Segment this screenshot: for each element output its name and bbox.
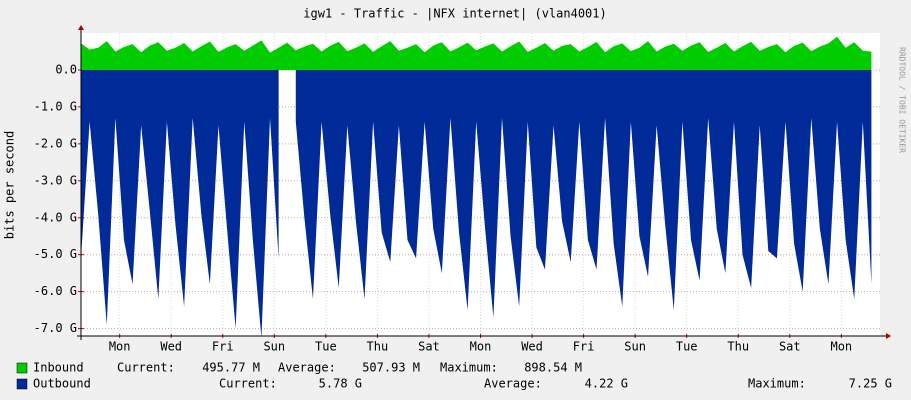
x-tick-label: Thu: [727, 340, 749, 354]
y-tick-label: -7.0 G: [34, 321, 77, 335]
x-tick-label: Tue: [315, 340, 337, 354]
x-tick-label: Wed: [521, 340, 543, 354]
x-tick-label: Sun: [263, 340, 285, 354]
area: [81, 36, 872, 70]
y-tick-label: 0.0: [55, 62, 77, 76]
x-tick-label: Thu: [367, 340, 389, 354]
y-tick-label: -3.0 G: [34, 173, 77, 187]
y-tick-label: -2.0 G: [34, 136, 77, 150]
legend-label: Inbound: [33, 361, 84, 375]
y-tick-label: -4.0 G: [34, 210, 77, 224]
stat-value: 7.25 G: [849, 377, 892, 391]
y-axis-arrow: [78, 25, 84, 30]
x-tick-label: Mon: [470, 340, 492, 354]
areas: [81, 36, 872, 338]
legend-swatch: [16, 362, 28, 374]
stat-label: Current:: [219, 377, 277, 391]
legend-swatch: [16, 378, 28, 390]
x-tick-label: Wed: [160, 340, 182, 354]
y-tick-label: -5.0 G: [34, 247, 77, 261]
stat-value: 507.93 M: [362, 361, 420, 375]
axes: [77, 25, 891, 340]
x-tick-label: Sat: [779, 340, 801, 354]
chart-title: igw1 - Traffic - |NFX internet| (vlan400…: [303, 7, 606, 21]
stat-value: 5.78 G: [319, 377, 362, 391]
y-axis-label: bits per second: [3, 131, 17, 239]
stat-label: Average:: [484, 377, 542, 391]
stat-label: Maximum:: [440, 361, 498, 375]
area: [81, 69, 872, 338]
stat-value: 495.77 M: [202, 361, 260, 375]
x-tick-label: Sat: [418, 340, 440, 354]
x-tick-label: Tue: [676, 340, 698, 354]
stat-label: Maximum:: [748, 377, 806, 391]
stat-label: Average:: [278, 361, 336, 375]
y-tick-label: -6.0 G: [34, 284, 77, 298]
x-tick-label: Sun: [624, 340, 646, 354]
x-axis-arrow: [886, 333, 891, 339]
stat-value: 898.54 M: [524, 361, 582, 375]
x-tick-label: Fri: [212, 340, 234, 354]
watermark: RRDTOOL / TOBI OETIKER: [898, 47, 907, 153]
legend: Inbound Current: 495.77 M Average: 507.93 M M…: [16, 361, 892, 391]
x-tick-label: Mon: [830, 340, 852, 354]
stat-value: 4.22 G: [585, 377, 628, 391]
stat-label: Current:: [117, 361, 175, 375]
y-tick-label: -1.0 G: [34, 99, 77, 113]
x-tick-label: Fri: [573, 340, 595, 354]
x-tick-label: Mon: [109, 340, 131, 354]
legend-label: Outbound: [33, 377, 91, 391]
